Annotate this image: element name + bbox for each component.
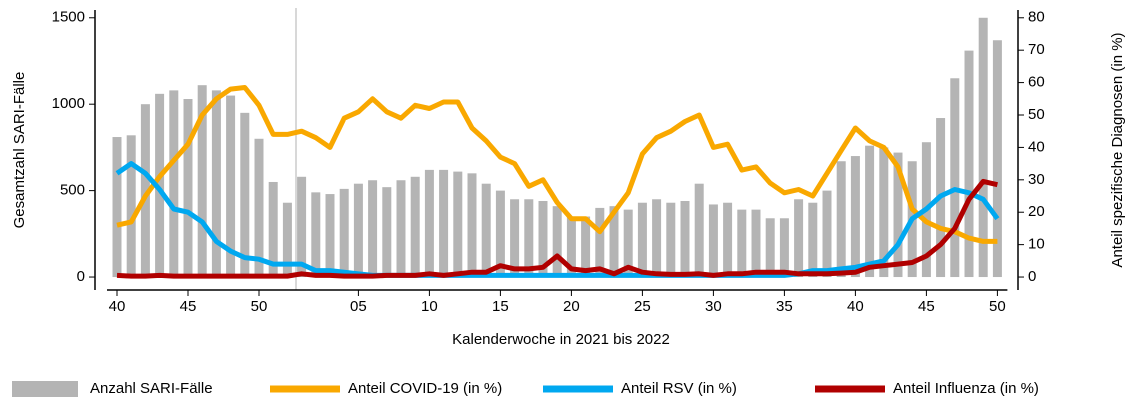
bar — [751, 209, 761, 278]
bar — [254, 138, 264, 278]
legend-swatch — [12, 381, 78, 397]
line-series — [115, 161, 1000, 278]
bar — [538, 200, 548, 278]
bar — [410, 176, 420, 278]
bar — [680, 200, 690, 278]
bar — [723, 202, 733, 278]
legend-label: Anteil COVID-19 (in %) — [348, 380, 502, 397]
bar — [240, 112, 250, 278]
bar — [382, 187, 392, 278]
bar — [737, 209, 747, 278]
x-axis-title: Kalenderwoche in 2021 bis 2022 — [452, 331, 670, 348]
bar — [566, 216, 576, 278]
y2-tick-label: 0 — [1028, 268, 1036, 285]
bar — [311, 192, 321, 278]
bar — [950, 78, 960, 278]
y2-tick-label: 80 — [1028, 9, 1045, 26]
bar — [396, 180, 406, 278]
bar — [652, 199, 662, 278]
bar — [623, 209, 633, 278]
bar — [481, 183, 491, 278]
bar — [808, 202, 818, 278]
x-tick-label: 40 — [847, 298, 864, 315]
bar — [353, 183, 363, 278]
y2-tick-label: 40 — [1028, 138, 1045, 155]
y-tick-label: 0 — [77, 268, 85, 285]
bar — [368, 180, 378, 278]
x-tick-label: 50 — [989, 298, 1006, 315]
line-series — [116, 178, 998, 279]
bar — [226, 95, 236, 278]
bar — [609, 206, 619, 278]
bar — [779, 218, 789, 278]
bar — [765, 218, 775, 278]
bar — [211, 90, 221, 278]
y-tick-label: 1500 — [52, 9, 85, 26]
bar — [964, 50, 974, 278]
bar — [155, 93, 165, 278]
bar — [453, 171, 463, 278]
legend-label: Anzahl SARI-Fälle — [90, 380, 213, 397]
bar — [879, 147, 889, 278]
bar — [510, 199, 520, 278]
x-tick-label: 35 — [776, 298, 793, 315]
y2-tick-label: 60 — [1028, 74, 1045, 91]
bar — [297, 176, 307, 278]
bar — [992, 40, 1002, 278]
bar — [708, 204, 718, 278]
bar — [467, 173, 477, 278]
bar — [268, 181, 278, 278]
bar — [978, 17, 988, 278]
y2-tick-label: 70 — [1028, 41, 1045, 58]
bar — [595, 207, 605, 278]
bar — [140, 104, 150, 278]
y-tick-label: 1000 — [52, 95, 85, 112]
line-series — [116, 85, 998, 244]
y2-tick-label: 20 — [1028, 203, 1045, 220]
bar — [694, 183, 704, 278]
bar — [126, 135, 136, 278]
bar — [637, 202, 647, 278]
y-tick-label: 500 — [60, 182, 85, 199]
x-tick-label: 50 — [251, 298, 268, 315]
bar — [865, 145, 875, 278]
y2-axis-title: Anteil spezifische Diagnosen (in %) — [1109, 32, 1126, 267]
x-tick-label: 30 — [705, 298, 722, 315]
bar — [822, 190, 832, 278]
bar — [112, 137, 122, 278]
x-tick-label: 45 — [918, 298, 935, 315]
x-tick-label: 40 — [109, 298, 126, 315]
bar — [197, 85, 207, 278]
x-tick-label: 45 — [180, 298, 197, 315]
bar — [581, 216, 591, 278]
bar — [666, 202, 676, 278]
x-tick-label: 10 — [421, 298, 438, 315]
x-tick-label: 25 — [634, 298, 651, 315]
y-axis-title: Gesamtzahl SARI-Fälle — [11, 72, 28, 229]
bar — [893, 152, 903, 278]
y2-tick-label: 30 — [1028, 171, 1045, 188]
bar — [552, 206, 562, 278]
x-tick-label: 15 — [492, 298, 509, 315]
y2-tick-label: 10 — [1028, 236, 1045, 253]
bar — [836, 161, 846, 278]
bar — [339, 188, 349, 278]
bar — [424, 169, 434, 278]
bar — [794, 199, 804, 278]
legend-label: Anteil Influenza (in %) — [893, 380, 1039, 397]
bar — [183, 99, 193, 278]
bar — [169, 90, 179, 278]
bar — [282, 202, 292, 278]
bar — [495, 190, 505, 278]
bar — [325, 194, 335, 278]
bar — [850, 156, 860, 278]
x-tick-label: 05 — [350, 298, 367, 315]
legend-label: Anteil RSV (in %) — [621, 380, 737, 397]
x-tick-label: 20 — [563, 298, 580, 315]
bar — [524, 199, 534, 278]
y2-tick-label: 50 — [1028, 106, 1045, 123]
bar — [439, 169, 449, 278]
